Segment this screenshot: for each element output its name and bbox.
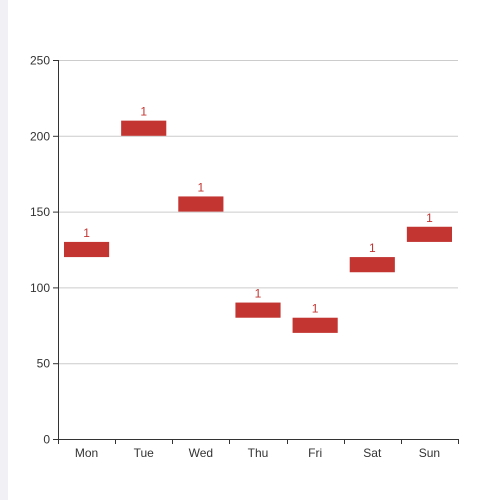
bar [406,226,452,242]
data-label: 1 [140,105,147,119]
bar [349,257,395,273]
x-tick-label: Mon [75,446,98,460]
x-tick-label: Thu [248,446,269,460]
y-tick-label: 150 [30,205,50,219]
bar [64,241,110,258]
data-labels: 1 1 1 1 1 1 1 [83,105,433,316]
data-label: 1 [426,211,433,225]
x-tick-label: Sun [419,446,440,460]
left-panel-strip [0,0,8,500]
bar-series [64,120,452,333]
x-tick-label: Wed [189,446,213,460]
axes: 0 50 100 150 200 250 Mon Tue Wed Thu Fri Sat Sun [30,54,459,460]
bar [178,196,224,212]
y-tick-label: 100 [30,281,50,295]
x-tick-label: Tue [134,446,155,460]
data-label: 1 [312,302,319,316]
data-label: 1 [369,241,376,255]
y-tick-label: 200 [30,129,50,143]
y-tick-label: 50 [37,357,51,371]
bar [121,120,167,136]
data-label: 1 [198,180,205,194]
x-tick-label: Sat [363,446,382,460]
y-tick-label: 250 [30,54,50,68]
y-tick-label: 0 [43,433,50,447]
bar [292,317,338,333]
data-label: 1 [255,287,262,301]
bar [235,302,281,318]
grid-lines [58,60,458,365]
x-tick-label: Fri [308,446,322,460]
data-label: 1 [83,226,90,240]
